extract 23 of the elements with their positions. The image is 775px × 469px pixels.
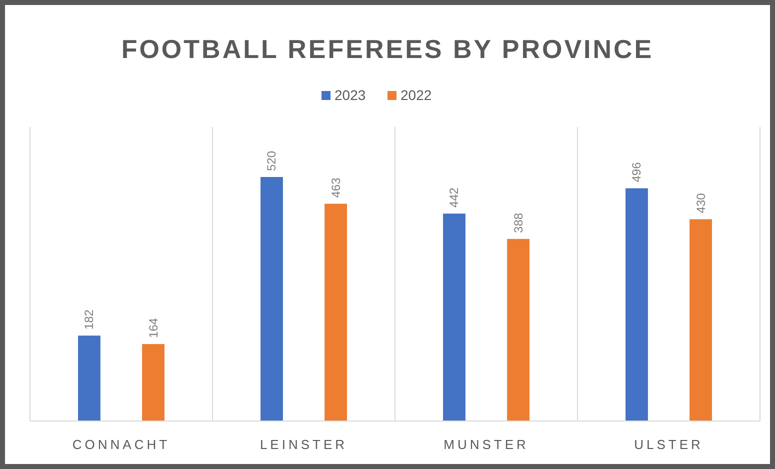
bar [626,188,648,421]
bar [142,344,164,421]
data-label: 164 [146,318,160,338]
bar [324,204,347,421]
legend-label: 2022 [400,87,432,103]
data-label: 520 [264,150,279,171]
data-label: 430 [694,192,708,214]
data-label: 463 [328,177,343,198]
chart-title: FOOTBALL REFEREES BY PROVINCE [121,34,654,64]
x-tick-label: CONNACHT [72,437,170,452]
bar [507,238,530,421]
data-label: 442 [447,187,462,208]
bar [260,177,283,421]
x-tick-label: LEINSTER [260,437,348,452]
x-tick-label: ULSTER [634,437,704,452]
x-tick-label: MUNSTER [444,437,529,452]
legend-label: 2023 [334,87,366,103]
data-label: 388 [511,212,526,233]
data-label: 496 [630,162,644,182]
data-label: 182 [82,309,96,330]
bar [443,214,466,421]
bar [690,219,712,421]
bar [78,336,100,421]
